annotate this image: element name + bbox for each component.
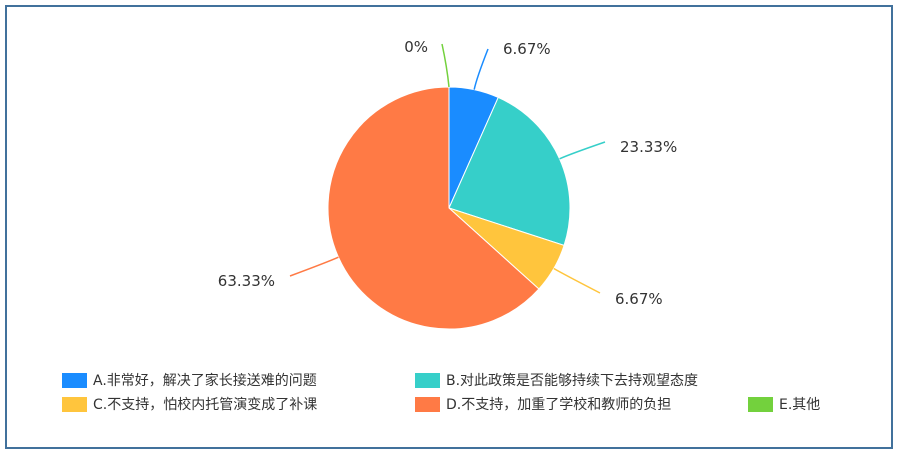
legend-label-e: E.其他 [779, 397, 821, 413]
legend: A.非常好，解决了家长接送难的问题 B.对此政策是否能够持续下去持观望态度 C.… [62, 370, 882, 418]
legend-item-a[interactable]: A.非常好，解决了家长接送难的问题 [62, 370, 317, 390]
slice-label-c: 6.67% [615, 290, 663, 308]
legend-label-a: A.非常好，解决了家长接送难的问题 [93, 373, 317, 389]
legend-swatch-e [748, 396, 773, 412]
leader-line-e [441, 43, 450, 88]
legend-item-b[interactable]: B.对此政策是否能够持续下去持观望态度 [415, 370, 698, 390]
slice-label-b: 23.33% [620, 138, 677, 156]
legend-label-b: B.对此政策是否能够持续下去持观望态度 [446, 373, 699, 389]
slice-label-a: 6.67% [503, 40, 551, 58]
legend-label-d: D.不支持，加重了学校和教师的负担 [446, 397, 672, 413]
leader-line-a [473, 48, 489, 90]
legend-swatch-c [62, 396, 87, 412]
leader-line-d [289, 256, 339, 277]
legend-swatch-d [415, 396, 440, 412]
slice-label-e: 0% [404, 38, 428, 56]
leader-line-c [553, 267, 601, 294]
pie-slice-d[interactable] [327, 86, 540, 330]
legend-item-e[interactable]: E.其他 [748, 394, 820, 414]
legend-item-d[interactable]: D.不支持，加重了学校和教师的负担 [415, 394, 671, 414]
slice-label-d: 63.33% [218, 272, 275, 290]
legend-swatch-b [415, 372, 440, 388]
legend-swatch-a [62, 372, 87, 388]
legend-item-c[interactable]: C.不支持，怕校内托管演变成了补课 [62, 394, 317, 414]
legend-label-c: C.不支持，怕校内托管演变成了补课 [93, 397, 318, 413]
leader-line-b [559, 141, 606, 160]
